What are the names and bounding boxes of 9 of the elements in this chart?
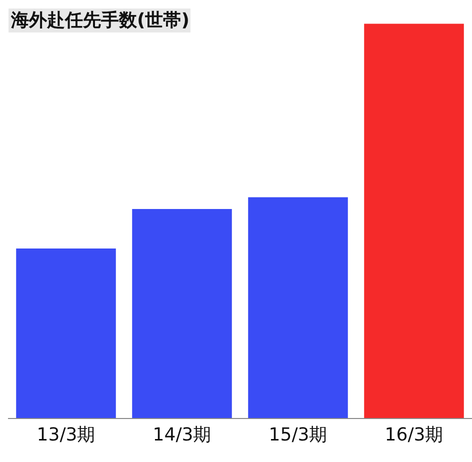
x-tick-label: 15/3期 — [268, 424, 328, 446]
bar — [248, 197, 348, 418]
x-tick-label: 13/3期 — [36, 424, 96, 446]
chart-title: 海外赴任先手数(世帯) — [10, 10, 190, 31]
x-tick-label: 16/3期 — [384, 424, 444, 446]
bar — [16, 248, 116, 418]
bar — [364, 24, 464, 418]
bar — [132, 209, 232, 418]
x-tick-label: 14/3期 — [152, 424, 212, 446]
